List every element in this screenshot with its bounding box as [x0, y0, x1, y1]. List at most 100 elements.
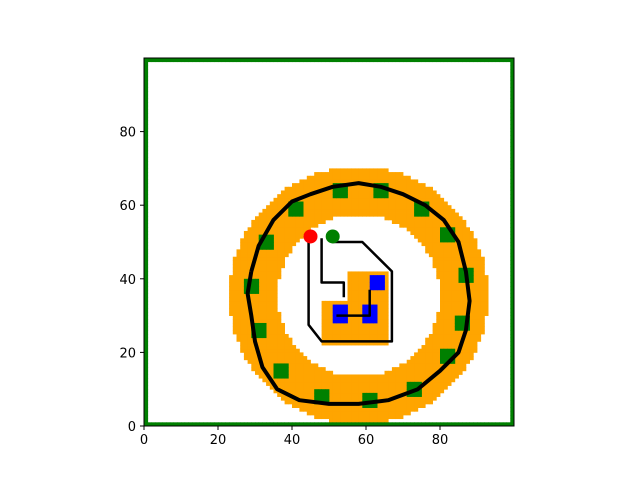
inflated-cell	[273, 326, 278, 331]
inflated-cell	[351, 201, 356, 206]
goal-region-cell	[366, 311, 371, 316]
inflated-cell	[251, 359, 256, 364]
inflated-cell	[321, 374, 326, 379]
inflated-cell	[454, 275, 459, 280]
inflated-cell	[325, 311, 330, 316]
inflated-cell	[243, 238, 248, 243]
obstacle-cell	[251, 278, 256, 283]
inflated-cell	[469, 326, 474, 331]
inflated-cell	[351, 374, 356, 379]
inflated-cell	[377, 208, 382, 213]
inflated-cell	[325, 326, 330, 331]
occupancy-grid	[144, 58, 515, 427]
goal-region-cell	[343, 319, 348, 324]
inflated-cell	[255, 363, 260, 368]
inflated-cell	[243, 267, 248, 272]
border-wall-cell	[410, 58, 415, 63]
inflated-cell	[414, 234, 419, 239]
inflated-cell	[351, 197, 356, 202]
inflated-cell	[469, 308, 474, 313]
border-wall-cell	[421, 422, 426, 427]
inflated-cell	[258, 367, 263, 372]
inflated-cell	[406, 403, 411, 408]
inflated-cell	[358, 201, 363, 206]
inflated-cell	[306, 223, 311, 228]
inflated-cell	[436, 271, 441, 276]
inflated-cell	[325, 212, 330, 217]
border-wall-cell	[406, 58, 411, 63]
inflated-cell	[292, 378, 297, 383]
inflated-cell	[369, 289, 374, 294]
inflated-cell	[425, 352, 430, 357]
border-wall-cell	[162, 422, 167, 427]
inflated-cell	[454, 334, 459, 339]
inflated-cell	[343, 414, 348, 420]
inflated-cell	[258, 212, 263, 217]
inflated-cell	[292, 238, 297, 243]
inflated-cell	[428, 194, 433, 199]
obstacle-cell	[280, 367, 285, 372]
inflated-cell	[255, 356, 260, 361]
inflated-cell	[336, 197, 341, 202]
border-wall-cell	[502, 422, 507, 427]
inflated-cell	[432, 253, 437, 258]
inflated-cell	[380, 396, 385, 401]
border-wall-cell	[510, 418, 515, 423]
inflated-cell	[414, 370, 419, 375]
inflated-cell	[462, 245, 467, 250]
inflated-cell	[366, 418, 371, 423]
inflated-cell	[317, 374, 322, 379]
inflated-cell	[421, 186, 426, 191]
obstacle-cell	[292, 212, 297, 217]
inflated-cell	[384, 286, 389, 291]
inflated-cell	[447, 337, 452, 342]
inflated-cell	[277, 392, 282, 397]
inflated-cell	[295, 348, 300, 353]
border-wall-cell	[144, 304, 149, 309]
inflated-cell	[277, 242, 282, 247]
inflated-cell	[292, 227, 297, 232]
inflated-cell	[280, 260, 285, 265]
border-wall-cell	[266, 422, 271, 427]
border-wall-cell	[443, 58, 448, 63]
inflated-cell	[458, 297, 463, 302]
inflated-cell	[332, 168, 337, 173]
inflated-cell	[347, 282, 352, 287]
inflated-cell	[288, 389, 293, 394]
inflated-cell	[306, 385, 311, 390]
inflated-cell	[336, 385, 341, 390]
inflated-cell	[347, 403, 352, 408]
inflated-cell	[258, 319, 263, 324]
inflated-cell	[403, 223, 408, 228]
inflated-cell	[417, 400, 422, 405]
inflated-cell	[369, 293, 374, 298]
border-wall-cell	[144, 94, 149, 99]
inflated-cell	[380, 319, 385, 324]
inflated-cell	[243, 234, 248, 239]
inflated-cell	[229, 282, 234, 287]
inflated-cell	[247, 242, 252, 247]
inflated-cell	[262, 337, 267, 342]
inflated-cell	[306, 219, 311, 224]
inflated-cell	[292, 374, 297, 379]
inflated-cell	[403, 216, 408, 221]
inflated-cell	[247, 326, 252, 331]
inflated-cell	[403, 374, 408, 379]
inflated-cell	[358, 275, 363, 280]
inflated-cell	[343, 378, 348, 383]
inflated-cell	[428, 370, 433, 375]
obstacle-cell	[414, 381, 419, 386]
inflated-cell	[340, 212, 345, 217]
inflated-cell	[277, 238, 282, 243]
inflated-cell	[232, 289, 237, 294]
inflated-cell	[325, 337, 330, 342]
border-wall-cell	[510, 91, 515, 96]
inflated-cell	[332, 201, 337, 206]
inflated-cell	[469, 319, 474, 324]
inflated-cell	[262, 278, 267, 283]
inflated-cell	[362, 330, 367, 335]
inflated-cell	[436, 374, 441, 379]
inflated-cell	[362, 289, 367, 294]
inflated-cell	[477, 264, 482, 269]
